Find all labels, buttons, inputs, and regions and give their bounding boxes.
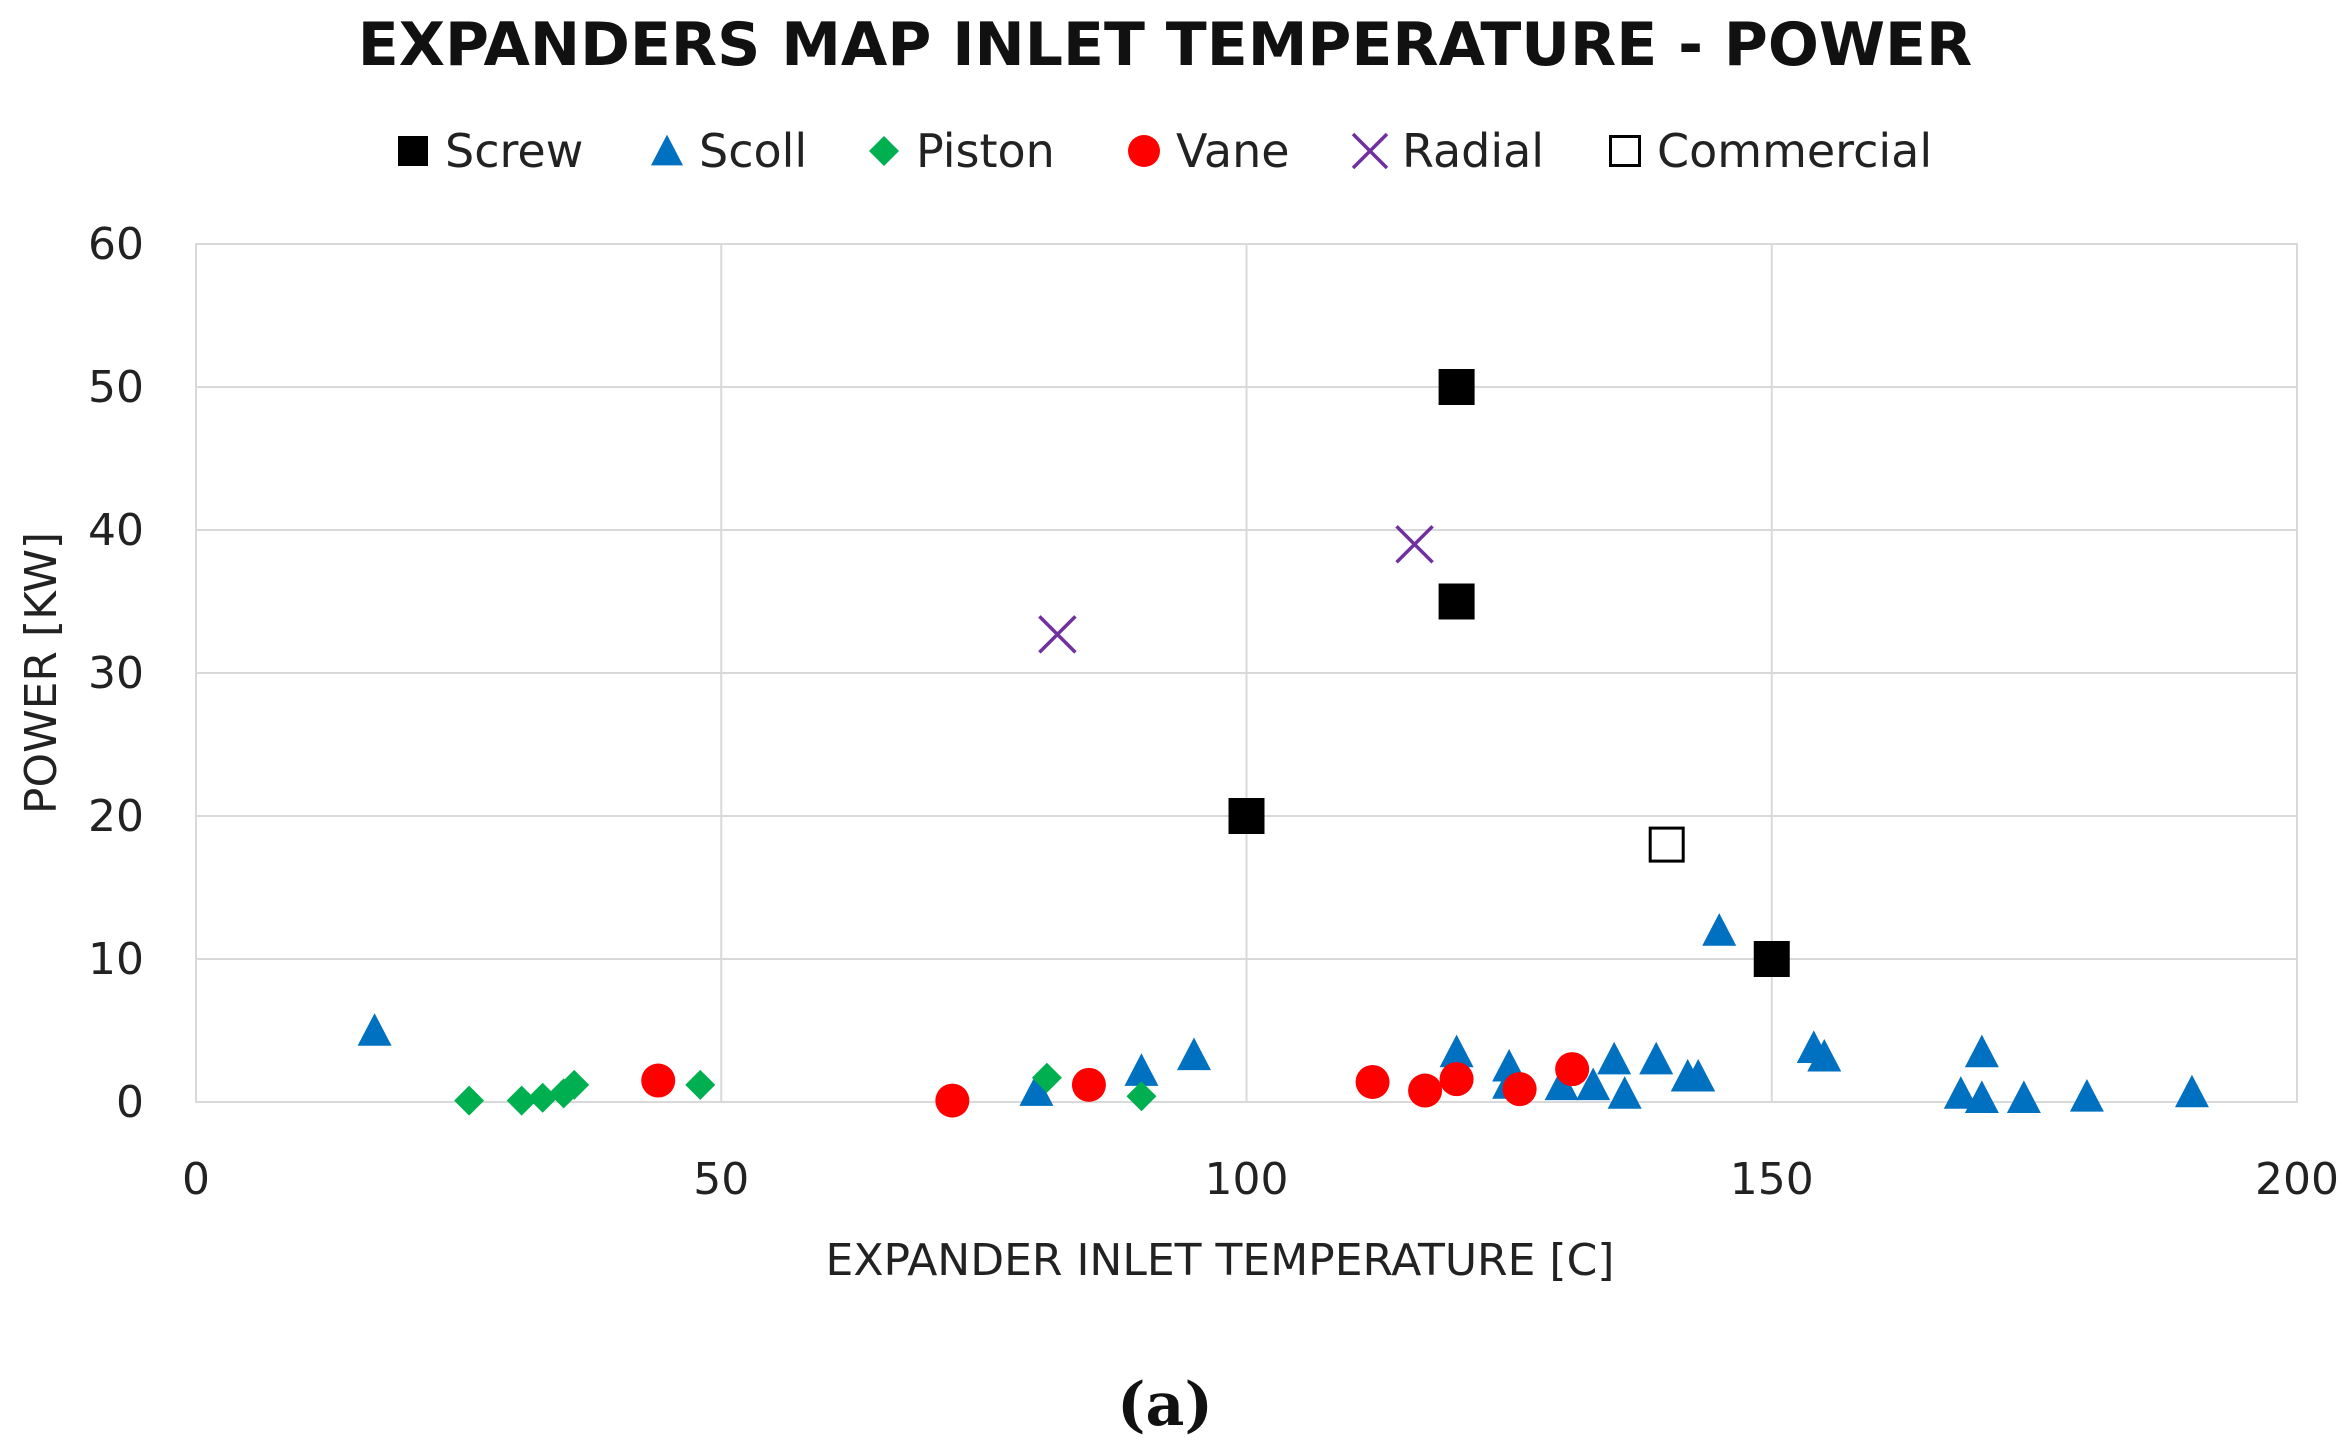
piston-point — [1031, 1062, 1062, 1093]
scoll-point — [1964, 1080, 1999, 1114]
scoll-point — [2069, 1078, 2104, 1112]
piston-point — [559, 1069, 590, 1100]
legend-label-screw: Screw — [445, 124, 583, 178]
y-tick-label: 20 — [88, 791, 144, 842]
data-markers — [357, 369, 2209, 1118]
scoll-point — [2006, 1080, 2041, 1114]
scoll-point — [1807, 1038, 1842, 1072]
scoll-point — [1439, 1034, 1474, 1068]
vane-point — [935, 1083, 970, 1118]
legend-marker-scoll — [651, 134, 683, 166]
radial-point — [1038, 615, 1077, 654]
legend-label-scoll: Scoll — [699, 124, 807, 178]
legend-item-piston: Piston — [869, 124, 1055, 178]
legend-marker-commercial — [1609, 135, 1641, 167]
piston-point — [454, 1085, 485, 1116]
y-tick-label: 40 — [88, 505, 144, 556]
vane-point — [1408, 1073, 1443, 1108]
legend-item-vane: Vane — [1128, 124, 1290, 178]
legend-item-screw: Screw — [398, 124, 583, 178]
screw-point — [1228, 798, 1265, 834]
x-tick-label: 150 — [1730, 1154, 1814, 1205]
plot-area — [195, 243, 2298, 1103]
x-axis-ticks: 0 50 100 150 200 — [182, 1154, 2339, 1205]
y-tick-label: 10 — [88, 934, 144, 985]
scoll-point — [1681, 1058, 1716, 1092]
vane-point — [1439, 1062, 1474, 1097]
legend-label-piston: Piston — [916, 124, 1055, 178]
legend-item-radial: Radial — [1351, 124, 1544, 178]
series-screw — [1228, 369, 1790, 977]
y-axis-ticks: 0 10 20 30 40 50 60 — [88, 219, 144, 1128]
legend-item-commercial: Commercial — [1609, 124, 1932, 178]
scoll-point — [2174, 1074, 2209, 1108]
scoll-point — [1019, 1073, 1054, 1106]
chart-title: EXPANDERS MAP INLET TEMPERATURE - POWER — [358, 10, 1972, 80]
scoll-point — [1607, 1076, 1642, 1109]
screw-point — [1753, 941, 1790, 977]
x-tick-label: 100 — [1205, 1154, 1289, 1205]
legend-label-radial: Radial — [1402, 124, 1544, 178]
scoll-point — [1597, 1041, 1632, 1075]
y-tick-label: 0 — [116, 1077, 144, 1128]
x-tick-label: 0 — [182, 1154, 210, 1205]
legend-marker-vane — [1128, 135, 1160, 167]
vane-point — [641, 1063, 676, 1098]
legend-item-scoll: Scoll — [651, 124, 807, 178]
y-tick-label: 30 — [88, 648, 144, 699]
scoll-point — [1943, 1076, 1978, 1109]
legend: Screw Scoll Piston Vane Radial Commercial — [398, 124, 1932, 178]
scoll-point — [1639, 1041, 1674, 1075]
y-tick-label: 50 — [88, 362, 144, 413]
piston-point — [685, 1069, 716, 1100]
scoll-point — [1576, 1067, 1611, 1101]
radial-point — [1395, 525, 1434, 564]
vane-point — [1555, 1052, 1590, 1087]
y-axis-label: POWER [KW] — [16, 532, 67, 814]
scoll-point — [1124, 1053, 1159, 1086]
x-axis-label: EXPANDER INLET TEMPERATURE [C] — [826, 1235, 1615, 1286]
x-tick-label: 200 — [2255, 1154, 2339, 1205]
screw-point — [1438, 583, 1475, 620]
series-piston — [454, 1062, 1157, 1116]
scoll-point — [1702, 913, 1737, 946]
figure-caption: (a) — [1117, 1370, 1213, 1440]
y-tick-label: 60 — [88, 219, 144, 270]
legend-label-commercial: Commercial — [1657, 124, 1932, 178]
series-commercial — [1648, 826, 1685, 863]
scoll-point — [1544, 1067, 1579, 1101]
series-vane — [641, 1052, 1590, 1118]
vane-point — [1071, 1067, 1106, 1102]
vane-point — [1502, 1072, 1537, 1107]
series-scoll — [357, 913, 2209, 1114]
commercial-point — [1648, 826, 1685, 863]
piston-point — [506, 1085, 537, 1116]
series-radial — [1038, 525, 1434, 654]
piston-point — [527, 1082, 558, 1113]
legend-label-vane: Vane — [1176, 124, 1290, 178]
screw-point — [1438, 369, 1475, 405]
scoll-point — [357, 1013, 392, 1046]
gridlines — [195, 243, 2298, 1103]
scoll-point — [1176, 1037, 1211, 1071]
scoll-point — [1964, 1034, 1999, 1068]
vane-point — [1355, 1064, 1390, 1099]
legend-marker-piston — [869, 136, 899, 166]
legend-marker-screw — [398, 136, 428, 166]
x-tick-label: 50 — [693, 1154, 749, 1205]
legend-marker-radial — [1351, 132, 1389, 170]
piston-point — [1126, 1081, 1157, 1112]
